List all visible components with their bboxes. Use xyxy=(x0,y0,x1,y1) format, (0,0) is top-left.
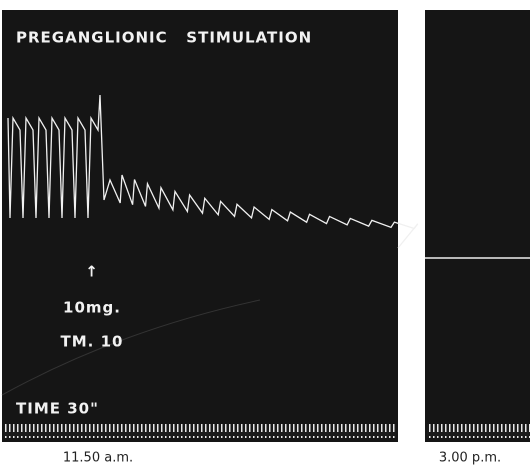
dose: 10mg. xyxy=(63,299,121,317)
right-panel xyxy=(425,10,530,442)
time-marker xyxy=(4,424,396,438)
left-panel xyxy=(2,10,398,442)
time-label: TIME 30" xyxy=(16,400,99,418)
caption: 11.50 a.m. xyxy=(63,451,133,466)
title: PREGANGLIONIC STIMULATION xyxy=(16,29,312,47)
drug: TM. 10 xyxy=(61,333,124,351)
figure: PREGANGLIONIC STIMULATION ↑ 10mg. TM. 10… xyxy=(0,0,530,468)
caption: 3.00 p.m. xyxy=(439,451,501,466)
time-marker xyxy=(427,424,530,438)
arrow: ↑ xyxy=(85,263,99,281)
